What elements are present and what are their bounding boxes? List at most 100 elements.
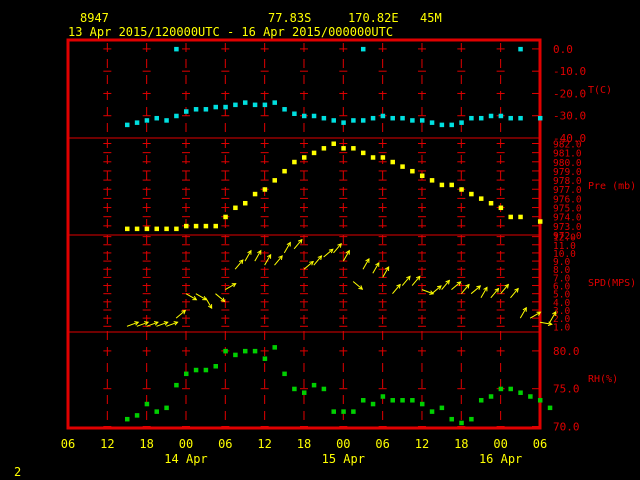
temperature-point xyxy=(321,115,327,121)
wind-arrow-shaft xyxy=(254,250,262,262)
humidity-point xyxy=(370,401,376,407)
wind-arrow-head xyxy=(358,285,364,290)
humidity-point xyxy=(311,382,317,388)
temperature-point xyxy=(183,109,189,114)
pressure-point xyxy=(154,226,159,232)
wind-arrow-head xyxy=(375,262,380,267)
humidity-point xyxy=(459,420,464,426)
y-tick-label: 974.0 xyxy=(553,213,582,224)
pressure-point xyxy=(321,146,327,151)
humidity-point xyxy=(400,398,405,403)
chart-frame xyxy=(66,38,542,430)
humidity-point xyxy=(213,364,218,369)
wind-arrow-head xyxy=(445,279,451,285)
wind-arrow-head xyxy=(220,297,226,303)
temperature-point xyxy=(154,115,159,121)
temperature-point xyxy=(488,113,494,119)
humidity-point xyxy=(164,405,169,411)
wind-arrow-shaft xyxy=(166,321,178,327)
x-tick-label: 06 xyxy=(375,437,389,451)
date-label: 15 Apr xyxy=(322,452,365,466)
temperature-point xyxy=(370,115,376,121)
humidity-point xyxy=(547,405,553,411)
y-tick-label: -30.0 xyxy=(553,110,586,123)
wind-arrow xyxy=(480,286,488,299)
humidity-point xyxy=(360,398,366,403)
pressure-point xyxy=(174,226,179,232)
temperature-point xyxy=(331,118,336,123)
temperature-point xyxy=(351,118,356,123)
wind-arrow-shaft xyxy=(185,293,197,301)
wind-arrow-shaft xyxy=(274,255,283,266)
data-marks xyxy=(124,46,557,426)
temperature-point xyxy=(360,46,366,52)
y-tick-label: 978.0 xyxy=(553,176,582,187)
wind-arrow xyxy=(136,321,150,327)
wind-arrow xyxy=(146,321,159,327)
wind-arrow-head xyxy=(547,321,553,327)
wind-arrow xyxy=(333,242,342,254)
humidity-point xyxy=(351,409,356,414)
y-tick-label: 976.0 xyxy=(553,194,582,205)
wind-arrow-head xyxy=(207,304,213,310)
wind-arrow-head xyxy=(494,287,500,293)
wind-arrow-head xyxy=(345,249,350,255)
wind-arrow-shaft xyxy=(441,280,450,290)
latitude: 77.83S xyxy=(268,11,311,25)
wind-arrow xyxy=(244,249,252,262)
temperature-point xyxy=(292,111,297,116)
wind-arrow-shaft xyxy=(460,284,470,295)
humidity-point xyxy=(528,394,533,399)
temperature-point xyxy=(537,115,543,121)
elevation: 45M xyxy=(420,11,442,25)
wind-arrow-head xyxy=(465,283,470,289)
humidity-point xyxy=(537,398,543,403)
x-tick-label: 00 xyxy=(179,437,193,451)
pressure-point xyxy=(351,146,356,151)
humidity-point xyxy=(341,409,346,414)
humidity-point xyxy=(134,413,140,418)
wind-arrow xyxy=(470,285,482,295)
pressure-point xyxy=(410,168,415,174)
wind-arrow-shaft xyxy=(205,297,213,309)
pressure-point xyxy=(233,205,238,211)
panel-label-wind: SPD(MPS) xyxy=(588,278,636,289)
humidity-point xyxy=(154,409,159,414)
humidity-point xyxy=(193,367,199,373)
wind-arrow-head xyxy=(552,310,557,316)
wind-arrow-head xyxy=(384,266,390,272)
pressure-point xyxy=(429,178,435,183)
pressure-point xyxy=(223,214,228,220)
wind-arrow-head xyxy=(231,283,237,288)
page-number: 2 xyxy=(14,465,21,479)
humidity-point xyxy=(183,371,189,377)
pressure-point xyxy=(400,164,405,169)
pressure-point xyxy=(164,226,169,232)
pressure-point xyxy=(419,173,425,179)
humidity-point xyxy=(439,405,445,411)
wind-arrow xyxy=(254,249,262,262)
y-tick-label: 5.0 xyxy=(553,290,570,301)
humidity-point xyxy=(478,398,484,403)
panel-label-pressure: Pre (mb) xyxy=(588,181,636,192)
wind-arrow-shaft xyxy=(352,281,363,290)
humidity-point xyxy=(223,348,228,354)
wind-arrow-shaft xyxy=(500,284,509,295)
pressure-point xyxy=(380,155,386,160)
wind-arrow-shaft xyxy=(225,283,236,291)
wind-arrow-shaft xyxy=(549,311,557,323)
temperature-point xyxy=(518,115,523,121)
temperature-point xyxy=(360,118,366,123)
wind-arrow-shaft xyxy=(303,261,314,270)
wind-arrow-head xyxy=(536,311,542,316)
wind-arrow-head xyxy=(476,285,482,290)
temperature-point xyxy=(252,102,258,108)
wind-arrow xyxy=(510,287,519,299)
wind-arrow-shaft xyxy=(293,239,303,250)
humidity-point xyxy=(321,386,327,392)
wind-arrow xyxy=(352,281,364,290)
time-range: 13 Apr 2015/120000UTC - 16 Apr 2015/0000… xyxy=(68,25,393,39)
wind-arrow-head xyxy=(436,285,442,290)
wind-arrow-shaft xyxy=(136,321,149,327)
